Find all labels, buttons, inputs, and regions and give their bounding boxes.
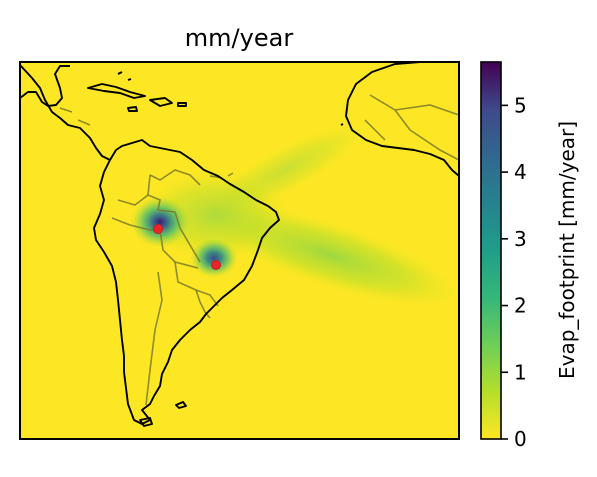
africa-coast <box>345 62 459 177</box>
map-panel <box>20 62 459 439</box>
source-marker <box>211 260 221 270</box>
tierra-del-fuego <box>139 417 153 427</box>
source-marker <box>153 224 163 234</box>
footprint-plume-west <box>130 196 190 248</box>
bahamas <box>117 71 132 81</box>
map-title: mm/year <box>185 24 294 52</box>
caribbean-coast <box>20 65 70 107</box>
colorbar: 0 1 2 3 4 5 Evap_footprint [mm/year] <box>480 61 579 451</box>
coastlines <box>20 62 459 427</box>
falklands <box>175 401 187 409</box>
cape-verde <box>340 123 344 126</box>
colorbar-tick-label: 2 <box>514 294 527 318</box>
south-america-coast <box>93 139 280 425</box>
hispaniola <box>149 97 173 107</box>
footprint-plume-south <box>190 238 238 278</box>
colorbar-ticks: 0 1 2 3 4 5 <box>501 93 527 451</box>
colorbar-gradient <box>480 61 502 440</box>
central-america-coast <box>20 64 111 161</box>
colorbar-label: Evap_footprint [mm/year] <box>555 121 579 379</box>
colorbar-tick-label: 1 <box>514 360 527 384</box>
colorbar-tick-label: 3 <box>514 227 527 251</box>
puerto-rico <box>177 102 187 107</box>
cuba <box>87 83 146 99</box>
map-frame <box>19 61 460 440</box>
colorbar-tick-label: 0 <box>514 427 527 451</box>
footprint-field <box>130 123 459 307</box>
source-markers <box>153 224 221 270</box>
colorbar-tick-label: 4 <box>514 160 527 184</box>
colorbar-tick-label: 5 <box>514 93 527 117</box>
jamaica <box>127 106 138 112</box>
